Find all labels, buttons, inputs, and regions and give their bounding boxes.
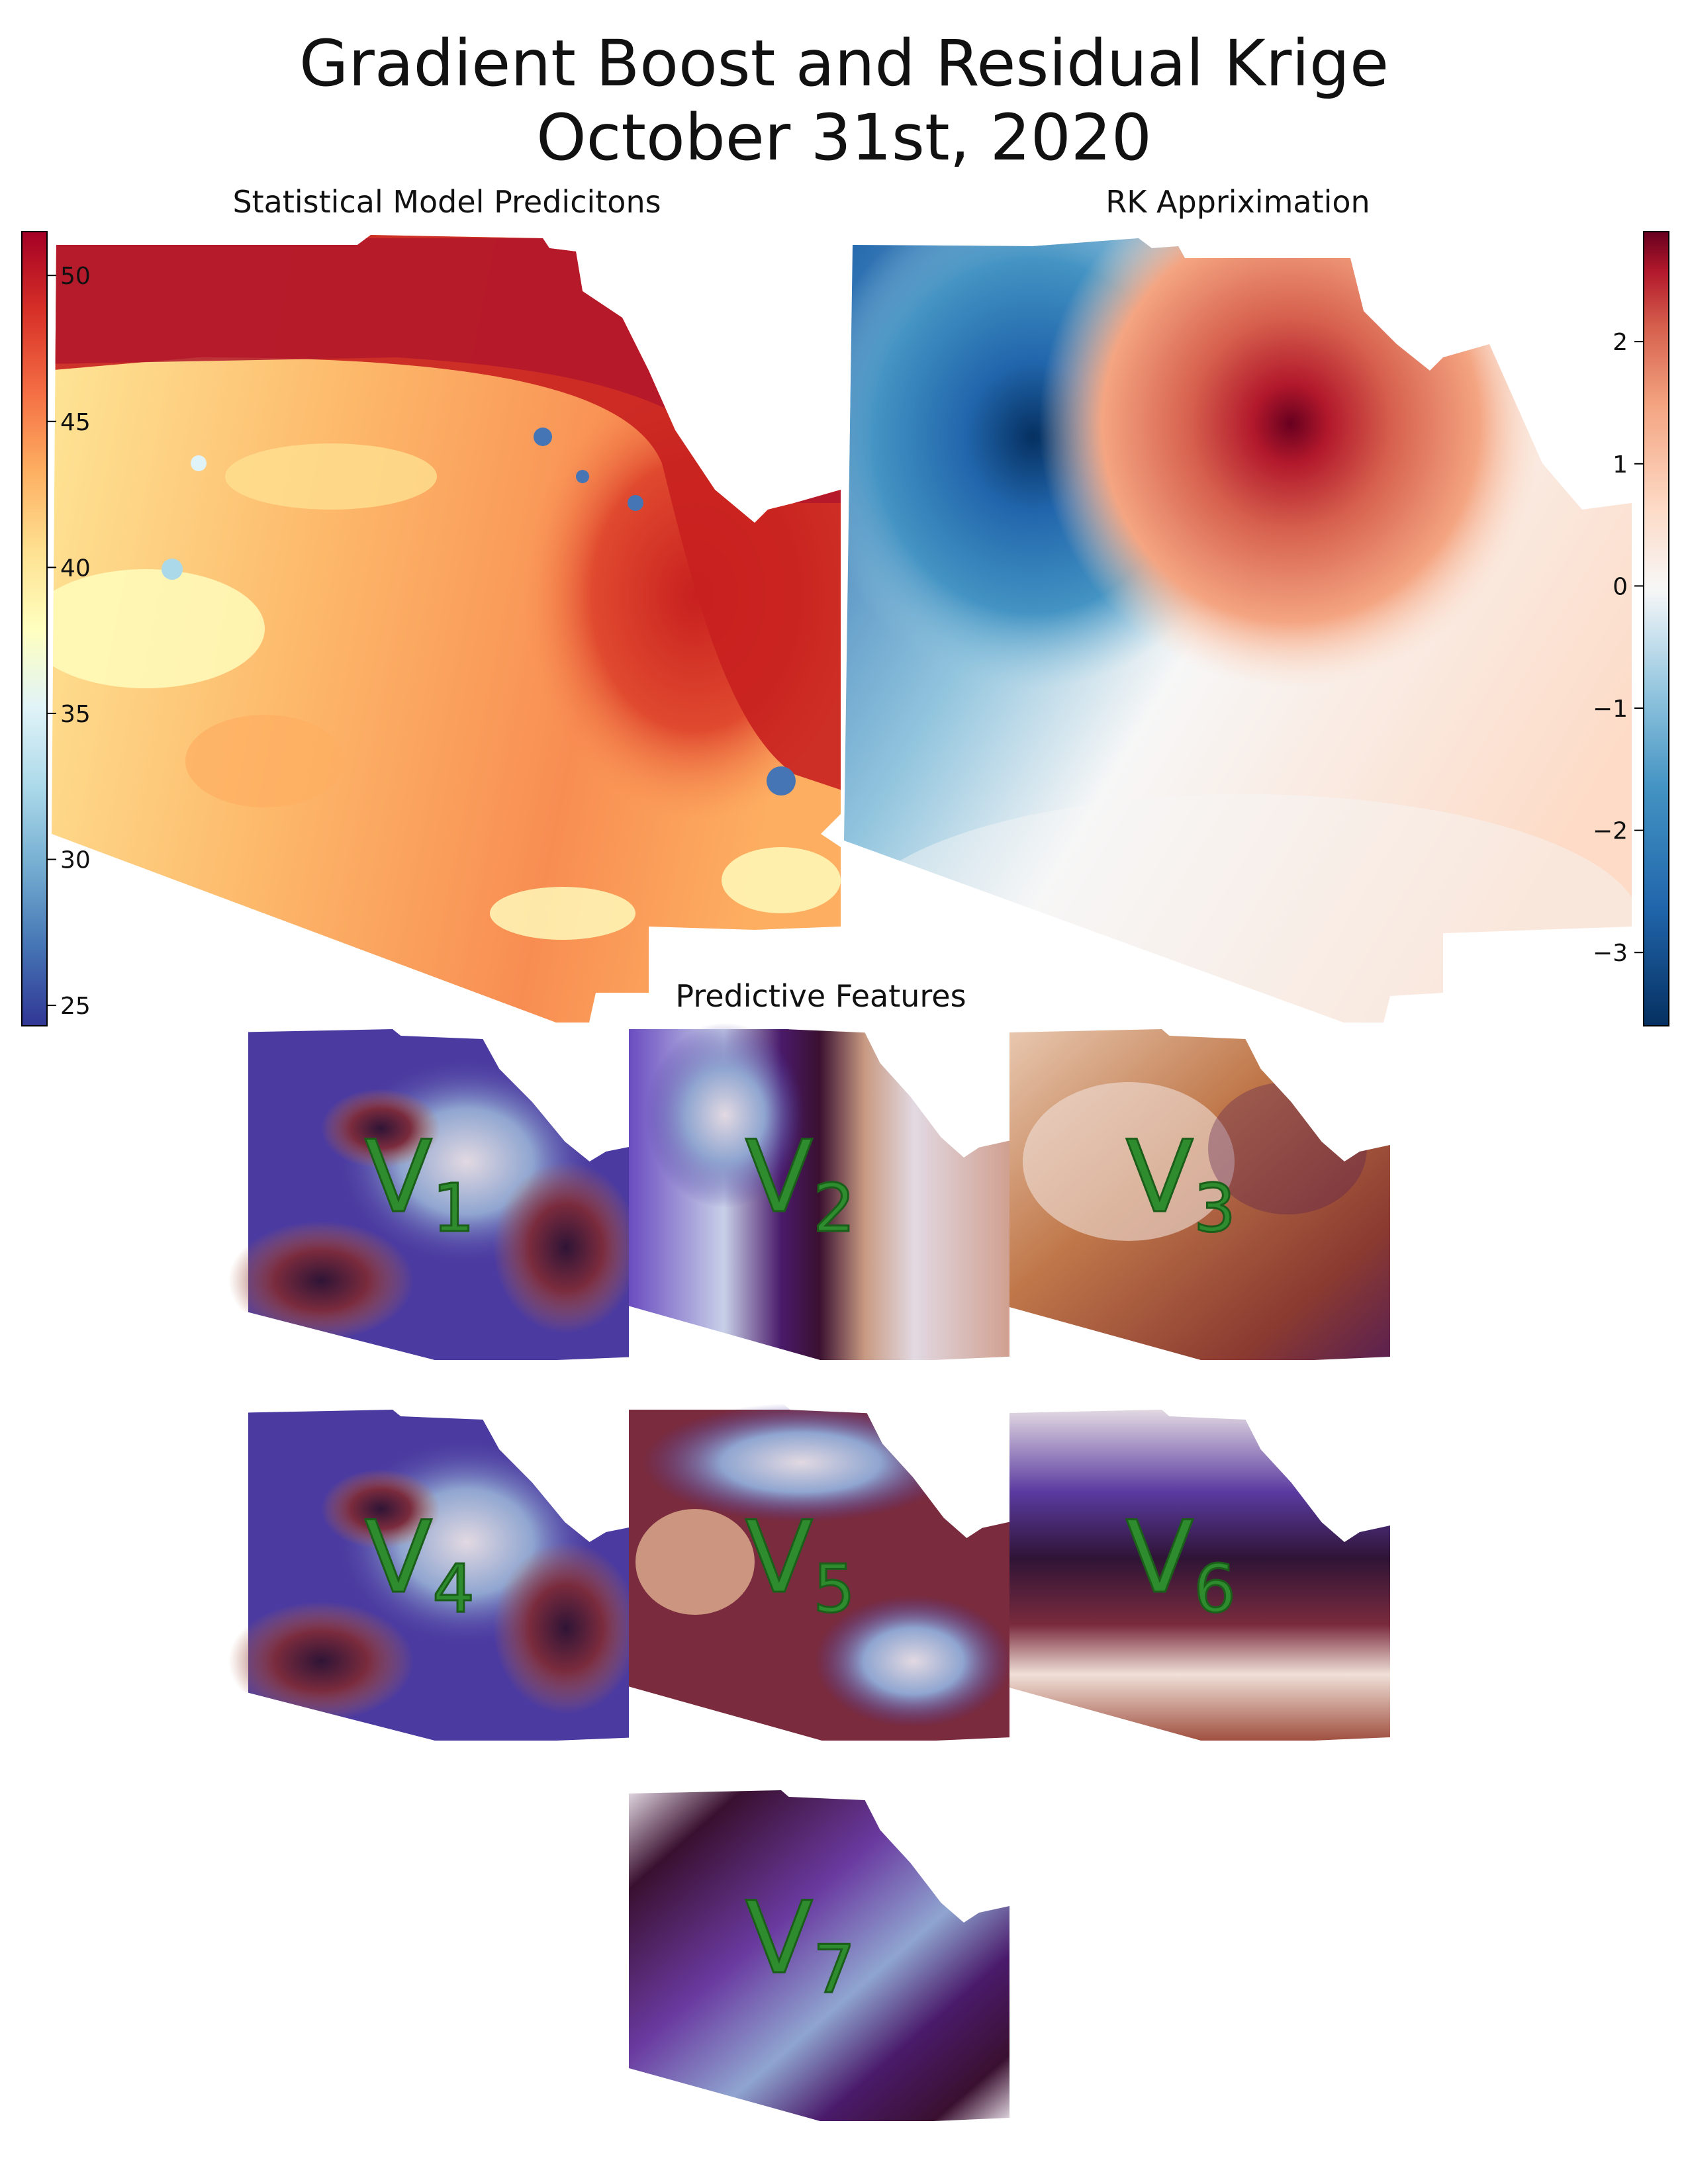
rk-colorbar-tick-label: −2 [1593, 818, 1628, 845]
feature-label-subscript: 1 [432, 1169, 475, 1247]
feature-label-v6: V6 [1126, 1500, 1236, 1627]
feature-label-subscript: 2 [813, 1169, 855, 1247]
feature-label-subscript: 5 [813, 1550, 855, 1627]
prediction-colorbar-tick-label: 50 [60, 263, 91, 290]
feature-panel-6: V6 [1009, 1410, 1390, 1741]
feature-panel-7: V7 [629, 1790, 1009, 2121]
features-title: Predictive Features [675, 978, 966, 1014]
prediction-colorbar-tick-label: 45 [60, 409, 91, 436]
feature-label-v2: V2 [745, 1120, 855, 1247]
feature-panel-2: V2 [629, 1023, 1009, 1360]
feature-label-subscript: 4 [432, 1550, 475, 1627]
figure-title-line1: Gradient Boost and Residual Krige [299, 26, 1389, 101]
feature-panel-4: V4 [228, 1410, 639, 1741]
rk-colorbar-tick-label: 0 [1613, 573, 1628, 600]
feature-label-v7: V7 [745, 1881, 855, 2008]
figure-title-line2: October 31st, 2020 [536, 101, 1152, 175]
prediction-colorbar-tick-label: 35 [60, 701, 91, 728]
feature-panel-1: V1 [228, 1029, 639, 1360]
feature-label-subscript: 7 [813, 1931, 855, 2008]
rk-colorbar-tick-label: 2 [1613, 329, 1628, 356]
feature-panel-3: V3 [1009, 1029, 1390, 1360]
rk-colorbar-tick-label: −1 [1593, 696, 1628, 723]
left-panel-title: Statistical Model Predicitons [232, 184, 661, 220]
rk-colorbar-tick-label: −3 [1593, 940, 1628, 967]
prediction-colorbar-tick-label: 30 [60, 847, 91, 874]
feature-label-subscript: 6 [1194, 1550, 1236, 1627]
right-panel-title: RK Appriximation [1105, 184, 1370, 220]
rk-colorbar-tick-label: 1 [1613, 451, 1628, 478]
prediction-colorbar-tick-label: 40 [60, 555, 91, 582]
feature-label-subscript: 3 [1194, 1169, 1236, 1247]
feature-panel-5: V5 [629, 1403, 1013, 1741]
prediction-colorbar-tick-label: 25 [60, 993, 91, 1020]
